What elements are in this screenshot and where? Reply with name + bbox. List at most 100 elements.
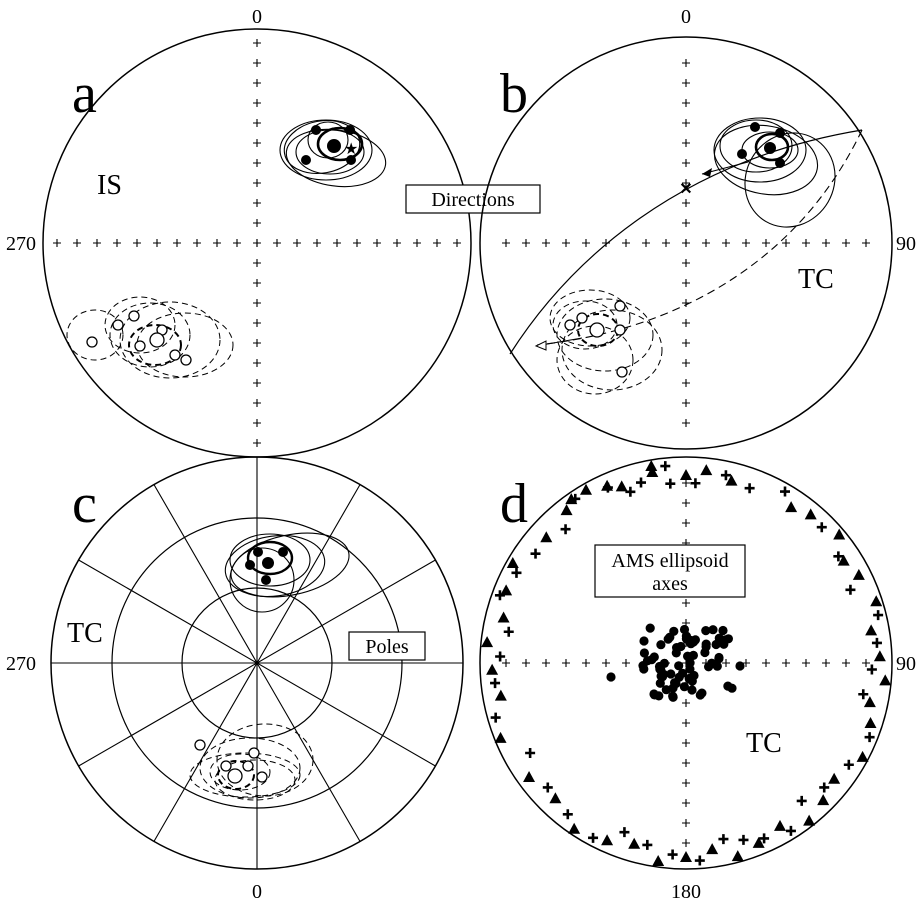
panel-b-fold-great-circle-dashed xyxy=(536,129,863,346)
panel-d-k3-min-axes xyxy=(606,623,745,702)
k2-cross xyxy=(660,461,671,472)
k3-dot xyxy=(720,635,730,645)
k2-cross xyxy=(665,478,676,489)
k2-cross xyxy=(511,567,522,578)
tick-cross xyxy=(253,279,261,287)
k3-dot xyxy=(655,678,665,688)
tick-cross xyxy=(562,659,570,667)
k2-cross xyxy=(525,748,536,758)
tick-cross xyxy=(333,239,341,247)
tick-cross xyxy=(133,239,141,247)
tick-cross xyxy=(542,659,550,667)
k3-dot xyxy=(697,688,707,698)
k2-cross xyxy=(871,637,882,648)
tick-cross xyxy=(253,79,261,87)
k3-dot xyxy=(659,669,669,679)
k2-cross xyxy=(690,478,701,489)
tick-cross xyxy=(622,239,630,247)
k2-cross xyxy=(619,827,630,838)
k2-cross xyxy=(494,590,505,601)
k3-dot xyxy=(639,636,649,646)
tick-cross xyxy=(113,239,121,247)
k2-cross xyxy=(560,524,571,535)
k1-triangle xyxy=(828,772,841,784)
panel-d-east-label: 90 xyxy=(896,653,916,675)
k1-triangle xyxy=(870,595,883,607)
ams-box: AMS ellipsoid axes xyxy=(594,544,746,598)
tick-cross xyxy=(682,279,690,287)
tick-cross xyxy=(562,239,570,247)
k3-dot xyxy=(718,625,728,636)
k1-triangle xyxy=(652,855,665,867)
k3-dot xyxy=(674,672,684,682)
tick-cross xyxy=(193,239,201,247)
tick-cross xyxy=(253,439,261,447)
tick-cross xyxy=(253,199,261,207)
k2-cross xyxy=(744,483,755,494)
k1-triangle xyxy=(817,794,830,806)
panel-d-k2-int-axes xyxy=(490,461,884,866)
panel-c-frame-label: TC xyxy=(67,618,103,649)
panel-b-reverse-ellipses xyxy=(549,289,663,395)
k3-dot xyxy=(649,689,659,699)
k3-dot xyxy=(723,681,733,691)
panel-d-south-label: 180 xyxy=(671,881,701,903)
k3-dot xyxy=(679,682,690,692)
tick-cross xyxy=(702,239,710,247)
k2-cross xyxy=(490,678,501,689)
panel-a-north-label: 0 xyxy=(252,6,262,28)
tick-cross xyxy=(682,399,690,407)
k1-triangle xyxy=(615,480,628,492)
panel-b-frame-label: TC xyxy=(798,264,834,295)
tick-cross xyxy=(253,179,261,187)
panel-c-reverse-points xyxy=(194,739,268,784)
panel-d-frame-label: TC xyxy=(746,728,782,759)
k2-cross xyxy=(625,486,636,497)
panel-c-radial-lines xyxy=(51,457,463,869)
k2-cross xyxy=(780,486,790,497)
ams-label-line1: AMS ellipsoid xyxy=(611,550,728,572)
tick-cross xyxy=(682,519,690,527)
k1-triangle xyxy=(494,731,507,743)
k3-dot xyxy=(701,626,711,636)
tick-cross xyxy=(682,259,690,267)
k3-dot xyxy=(656,640,666,650)
k1-triangle xyxy=(865,624,878,636)
k2-cross xyxy=(542,782,553,793)
k2-cross xyxy=(602,482,613,493)
tick-cross xyxy=(682,159,690,167)
k2-cross xyxy=(570,493,581,504)
panel-d-letter: d xyxy=(500,473,528,535)
tick-cross xyxy=(173,239,181,247)
k2-cross xyxy=(833,551,844,562)
k3-dot xyxy=(687,685,697,695)
k1-triangle xyxy=(523,771,536,783)
tick-cross xyxy=(682,179,690,187)
k2-cross xyxy=(845,584,856,595)
k3-dot xyxy=(671,648,681,658)
tick-cross xyxy=(682,59,690,67)
panel-d-net-circle xyxy=(479,456,893,870)
panel-b-tick-crosses xyxy=(502,59,870,427)
k2-cross xyxy=(858,689,869,700)
tick-cross xyxy=(253,339,261,347)
panel-c: c TC 270 0 xyxy=(6,456,464,903)
panel-c-normal-points xyxy=(245,547,288,585)
panel-b-north-label: 0 xyxy=(681,6,691,28)
k2-cross xyxy=(588,832,599,843)
tick-cross xyxy=(682,379,690,387)
tick-cross xyxy=(253,39,261,47)
k1-triangle xyxy=(873,650,886,662)
panel-c-reverse-ellipses xyxy=(189,723,314,801)
k2-cross xyxy=(819,782,830,793)
k2-cross xyxy=(503,626,514,637)
tick-cross xyxy=(762,659,770,667)
k2-cross xyxy=(873,610,884,621)
tick-cross xyxy=(602,659,610,667)
tick-cross xyxy=(682,839,690,847)
panel-a-frame-label: IS xyxy=(97,170,122,201)
tick-cross xyxy=(682,719,690,727)
k1-triangle xyxy=(540,531,553,543)
k1-triangle xyxy=(879,674,892,686)
k3-dot xyxy=(735,661,745,671)
